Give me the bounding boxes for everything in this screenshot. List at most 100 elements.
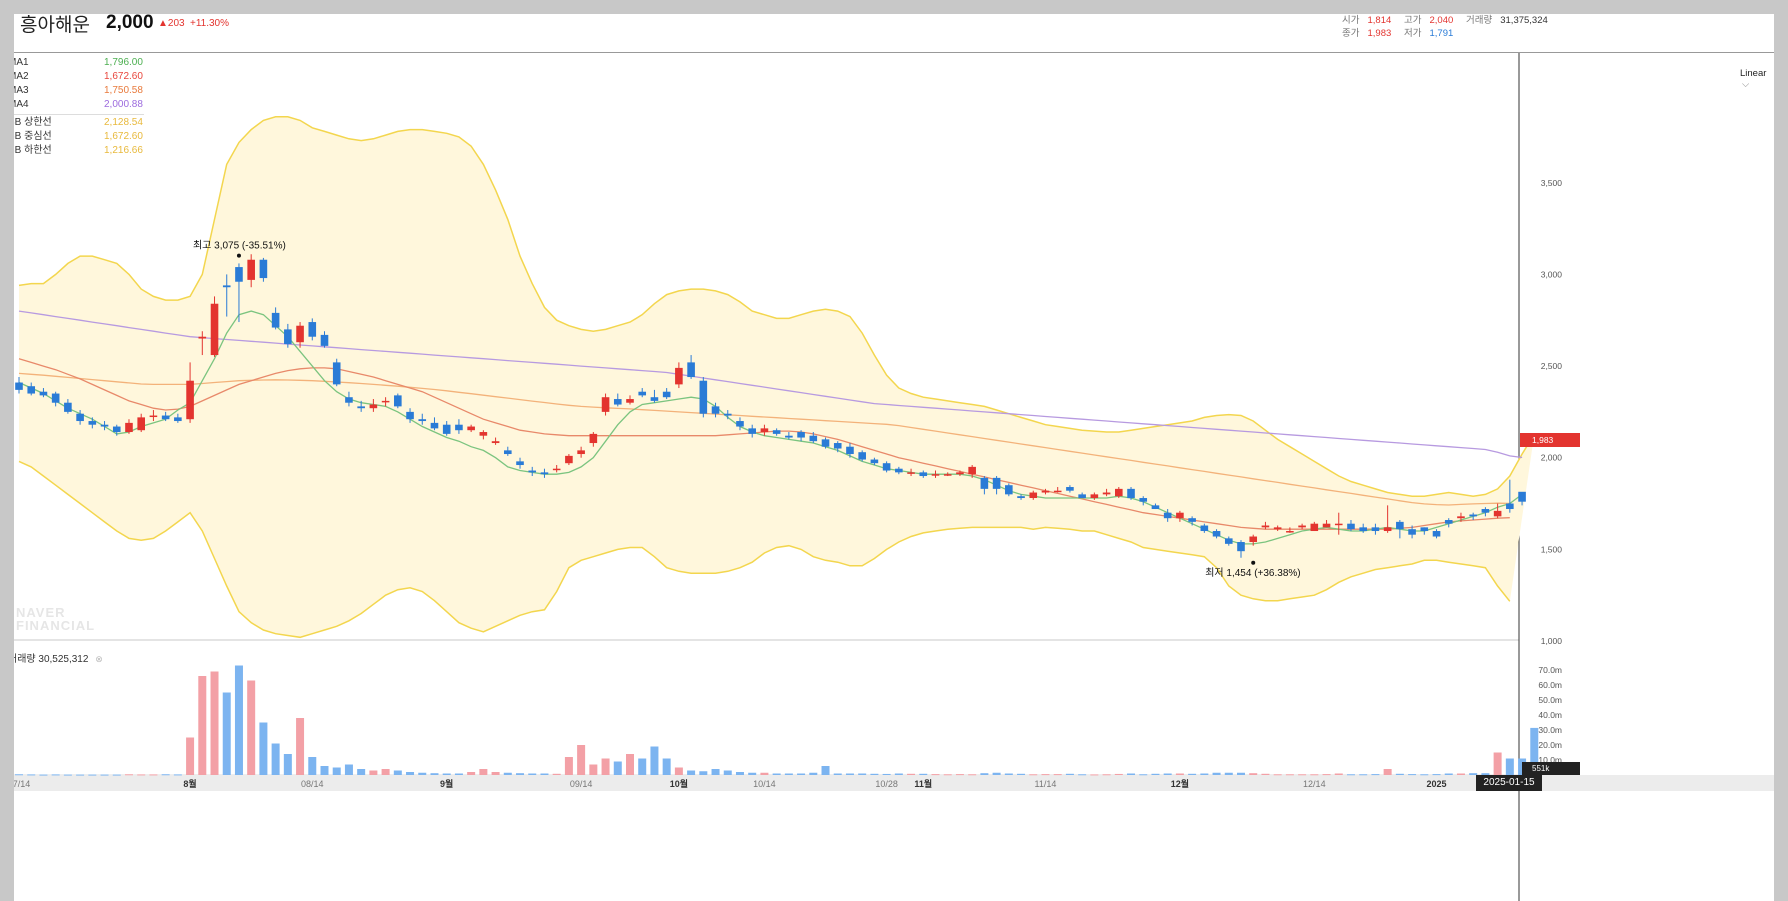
high-value: 2,040 (1429, 15, 1454, 26)
legend-ma3[interactable]: MA3 1,750.58 (14, 84, 148, 98)
legend-value: 1,796.00 (104, 57, 143, 68)
volume-bar (1298, 774, 1307, 776)
candle-body (235, 267, 243, 282)
legend-label: BB 중심선 (14, 131, 52, 142)
volume-axis-tick: 30.0m (1538, 725, 1562, 735)
volume-bar (454, 773, 463, 775)
volume-bar (1078, 774, 1087, 776)
legend-ma4[interactable]: MA4 2,000.88 (14, 98, 148, 112)
candle-body (797, 432, 805, 438)
volume-bar (907, 773, 916, 775)
candle-body (332, 362, 341, 385)
scale-mode-dropdown[interactable]: Linear ⌵ (1740, 68, 1774, 90)
candle-body (589, 433, 598, 444)
candle-body (895, 468, 903, 473)
candle-body (638, 391, 647, 396)
settings-icon[interactable]: ⊗ (95, 654, 103, 664)
legend-ma2[interactable]: MA2 1,672.60 (14, 70, 148, 84)
candle-body (968, 466, 976, 475)
ma3-line (18, 372, 1510, 506)
volume-bar (479, 769, 488, 775)
volume-bar (1481, 773, 1490, 775)
volume-bar (955, 774, 964, 776)
candle-body (504, 450, 512, 455)
legend-ma1[interactable]: MA1 1,796.00 (14, 56, 148, 70)
volume-bar (1175, 773, 1184, 775)
volume-bar (112, 774, 121, 776)
legend-label: MA2 (14, 71, 29, 82)
indicator-legend: MA1 1,796.00 MA2 1,672.60 MA3 1,750.58 MA4 2… (14, 56, 148, 158)
volume-bar (870, 773, 879, 775)
volume-bar (332, 767, 341, 775)
candle-body (675, 367, 683, 385)
open-value: 1,814 (1367, 15, 1392, 26)
candle-body (406, 411, 414, 420)
candle-body (687, 362, 695, 378)
volume-bar (858, 773, 867, 775)
candle-body (577, 450, 585, 455)
candle-body (1310, 523, 1319, 532)
volume-bar (76, 774, 85, 776)
volume-bar (1163, 773, 1172, 775)
price-change-percent: +11.30% (190, 18, 230, 29)
stock-name[interactable]: 흥아해운 (20, 15, 90, 36)
candle-body (296, 325, 304, 343)
volume-bar (784, 773, 793, 775)
volume-bar (809, 772, 818, 775)
volume-bar (283, 754, 292, 775)
volume-bar (1102, 774, 1111, 776)
stock-chart[interactable]: 최고 3,075 (-35.51%) 최저 1,454 (+36.38%) 1,00… (14, 14, 1774, 901)
candle-body (479, 432, 488, 436)
volume-bar (1065, 773, 1074, 775)
candle-body (1200, 525, 1209, 532)
volume-bar (308, 757, 317, 775)
x-axis-tick: 10/14 (753, 779, 776, 789)
candle-body (222, 285, 231, 288)
low-price: 저가 1,791 (1404, 25, 1453, 39)
open-price: 시가 1,814 (1342, 14, 1391, 26)
candle-body (870, 459, 879, 464)
candle-body (1506, 503, 1514, 510)
volume-bar (222, 692, 231, 775)
legend-bb-lower[interactable]: BB 하한선 1,216.66 (14, 144, 148, 158)
candle-body (210, 303, 219, 356)
volume-axis-tick: 50.0m (1538, 695, 1562, 705)
volume-bar (1151, 773, 1160, 775)
volume-bar (1249, 773, 1258, 775)
candle-body (821, 439, 830, 447)
candle-body (907, 472, 915, 474)
candle-body (1017, 496, 1025, 499)
volume-bar (234, 665, 243, 775)
current-price-tag: 1,983 (1520, 433, 1580, 447)
legend-bb-upper[interactable]: BB 상한선 2,128.54 (14, 116, 148, 130)
candle-body (833, 443, 842, 449)
candle-body (846, 446, 854, 455)
candle-body (1127, 488, 1135, 499)
volume-bar (528, 773, 537, 775)
volume-bar (369, 770, 378, 775)
candle-body (1347, 523, 1355, 530)
volume-bar (1456, 773, 1465, 775)
volume-bar (198, 676, 207, 775)
volume-axis-tick: 10.0m (1538, 755, 1562, 765)
bollinger-lower-line (18, 460, 1511, 639)
volume-bar (577, 745, 586, 775)
candle-body (1090, 494, 1099, 499)
current-price: 2,000 (106, 14, 154, 33)
legend-bb-middle[interactable]: BB 중심선 1,672.60 (14, 130, 148, 144)
candle-body (1298, 525, 1306, 528)
open-label: 시가 (1342, 15, 1360, 26)
candle-body (1432, 531, 1441, 537)
volume-bar (650, 746, 659, 775)
candle-body (1066, 487, 1074, 491)
legend-label: BB 하한선 (14, 145, 52, 156)
candle-body (308, 322, 317, 337)
volume-bar (1420, 774, 1429, 776)
volume-bar (882, 773, 891, 775)
candle-body (186, 380, 194, 420)
volume-bar (748, 772, 757, 775)
volume-bar (1114, 773, 1123, 775)
candle-body (320, 334, 329, 346)
volume-bar (845, 773, 854, 775)
volume-bar (1017, 773, 1026, 775)
